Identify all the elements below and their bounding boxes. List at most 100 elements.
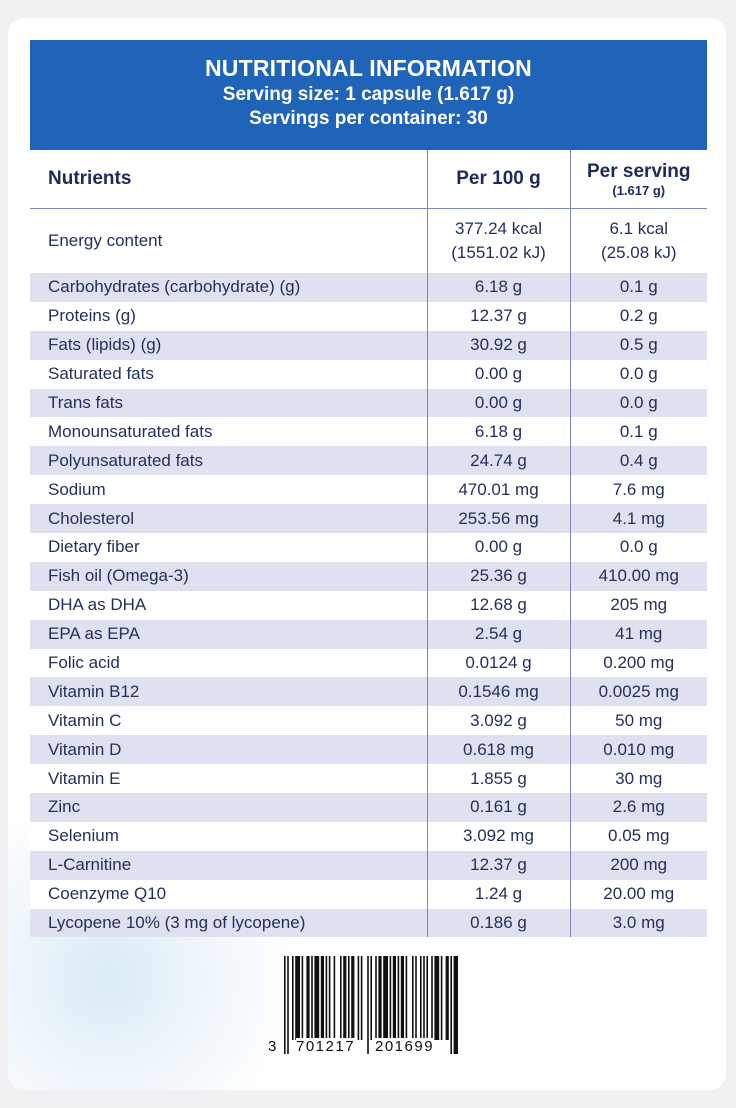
- nutrient-name: Trans fats: [30, 388, 427, 418]
- serving-value: 205 mg: [570, 590, 707, 620]
- nutrition-header: NUTRITIONAL INFORMATION Serving size: 1 …: [30, 40, 707, 150]
- per100-value: 2.54 g: [426, 619, 571, 649]
- nutrient-name: Monounsaturated fats: [30, 417, 427, 447]
- serving-value: 200 mg: [570, 850, 707, 880]
- per100-value: 3.092 mg: [426, 821, 571, 851]
- table-row: Vitamin D 0.618 mg 0.010 mg: [30, 735, 707, 765]
- table-row: L-Carnitine 12.37 g 200 mg: [30, 850, 707, 880]
- per100-value: 0.00 g: [426, 359, 571, 389]
- per100-value: 12.68 g: [426, 590, 571, 620]
- serving-value: 0.200 mg: [570, 648, 707, 678]
- per100-value: 12.37 g: [426, 850, 571, 880]
- nutrient-name: Vitamin D: [30, 735, 427, 765]
- table-row: Lycopene 10% (3 mg of lycopene) 0.186 g 3.…: [30, 908, 707, 938]
- serving-value: 0.5 g: [570, 330, 707, 360]
- nutrition-card: NUTRITIONAL INFORMATION Serving size: 1 …: [8, 18, 726, 1090]
- table-row: Proteins (g) 12.37 g 0.2 g: [30, 301, 707, 331]
- per100-value: 0.0124 g: [426, 648, 571, 678]
- per100-value: 6.18 g: [426, 417, 571, 447]
- nutrient-name: Energy content: [30, 208, 427, 273]
- serving-value: 0.0 g: [570, 359, 707, 389]
- serving-value: 0.0 g: [570, 388, 707, 418]
- barcode-bars: [284, 956, 458, 1054]
- nutrient-name: EPA as EPA: [30, 619, 427, 649]
- serving-value: 0.010 mg: [570, 735, 707, 765]
- serving-value: 0.4 g: [570, 446, 707, 476]
- per100-kj: (1551.02 kJ): [451, 243, 546, 262]
- serving-value: 2.6 mg: [570, 793, 707, 822]
- per100-value: 3.092 g: [426, 706, 571, 736]
- nutrient-name: Fish oil (Omega-3): [30, 561, 427, 591]
- table-row: Monounsaturated fats 6.18 g 0.1 g: [30, 417, 707, 447]
- table-row: Fats (lipids) (g) 30.92 g 0.5 g: [30, 330, 707, 360]
- nutrient-name: Vitamin E: [30, 764, 427, 794]
- nutrient-name: Vitamin C: [30, 706, 427, 736]
- nutrient-name: Folic acid: [30, 648, 427, 678]
- nutrient-name: Carbohydrates (carbohydrate) (g): [30, 273, 427, 302]
- serving-value: 4.1 mg: [570, 504, 707, 534]
- serving-value: 0.0025 mg: [570, 677, 707, 707]
- nutrient-name: Fats (lipids) (g): [30, 330, 427, 360]
- table-row: Vitamin C 3.092 g 50 mg: [30, 706, 707, 736]
- table-row: Fish oil (Omega-3) 25.36 g 410.00 mg: [30, 561, 707, 591]
- table-row: Dietary fiber 0.00 g 0.0 g: [30, 533, 707, 562]
- table-header-row: Nutrients Per 100 g Per serving (1.617 g…: [30, 150, 707, 209]
- per100-value: 0.161 g: [426, 793, 571, 822]
- per100-value: 470.01 mg: [426, 475, 571, 505]
- nutrient-name: Proteins (g): [30, 301, 427, 331]
- per100-value: 24.74 g: [426, 446, 571, 476]
- col-header-perserving-label: Per serving: [587, 160, 691, 182]
- table-row: EPA as EPA 2.54 g 41 mg: [30, 619, 707, 649]
- table-row-energy: Energy content 377.24 kcal (1551.02 kJ) …: [30, 208, 707, 273]
- per100-value: 25.36 g: [426, 561, 571, 591]
- table-row: Polyunsaturated fats 24.74 g 0.4 g: [30, 446, 707, 476]
- table-row: Cholesterol 253.56 mg 4.1 mg: [30, 504, 707, 534]
- table-row: Zinc 0.161 g 2.6 mg: [30, 793, 707, 822]
- per100-value: 1.855 g: [426, 764, 571, 794]
- table-row: Carbohydrates (carbohydrate) (g) 6.18 g 0.…: [30, 273, 707, 302]
- nutrient-name: DHA as DHA: [30, 590, 427, 620]
- serving-value: 20.00 mg: [570, 879, 707, 909]
- table-row: DHA as DHA 12.68 g 205 mg: [30, 590, 707, 620]
- nutrient-name: Saturated fats: [30, 359, 427, 389]
- per100-value: 0.618 mg: [426, 735, 571, 765]
- col-header-nutrients: Nutrients: [30, 150, 427, 209]
- serving-value: 0.0 g: [570, 533, 707, 562]
- serving-kj: (25.08 kJ): [600, 243, 677, 262]
- table-row: Folic acid 0.0124 g 0.200 mg: [30, 648, 707, 678]
- nutrient-name: Polyunsaturated fats: [30, 446, 427, 476]
- serving-value: 50 mg: [570, 706, 707, 736]
- per100-value: 0.00 g: [426, 388, 571, 418]
- table-row: Trans fats 0.00 g 0.0 g: [30, 388, 707, 418]
- table-row: Vitamin B12 0.1546 mg 0.0025 mg: [30, 677, 707, 707]
- nutrient-name: Dietary fiber: [30, 533, 427, 562]
- per100-value: 1.24 g: [426, 879, 571, 909]
- per100-value: 0.186 g: [426, 908, 571, 938]
- per100-kcal: 377.24 kcal: [455, 219, 542, 238]
- serving-value: 0.2 g: [570, 301, 707, 331]
- nutrient-name: Lycopene 10% (3 mg of lycopene): [30, 908, 427, 938]
- serving-value: 6.1 kcal (25.08 kJ): [570, 208, 707, 273]
- servings-per-container: Servings per container: 30: [249, 108, 488, 129]
- nutrient-name: Coenzyme Q10: [30, 879, 427, 909]
- table-row: Vitamin E 1.855 g 30 mg: [30, 764, 707, 794]
- table-row: Sodium 470.01 mg 7.6 mg: [30, 475, 707, 505]
- serving-value: 3.0 mg: [570, 908, 707, 938]
- per100-value: 12.37 g: [426, 301, 571, 331]
- header-title: NUTRITIONAL INFORMATION: [205, 55, 532, 81]
- nutrition-table: Nutrients Per 100 g Per serving (1.617 g…: [30, 150, 707, 938]
- table-row: Coenzyme Q10 1.24 g 20.00 mg: [30, 879, 707, 909]
- per100-value: 0.00 g: [426, 533, 571, 562]
- serving-value: 0.05 mg: [570, 821, 707, 851]
- per100-value: 6.18 g: [426, 273, 571, 302]
- nutrient-name: Sodium: [30, 475, 427, 505]
- serving-kcal: 6.1 kcal: [609, 219, 669, 238]
- per100-value: 30.92 g: [426, 330, 571, 360]
- nutrient-name: Cholesterol: [30, 504, 427, 534]
- barcode-right-group: 201699: [375, 1038, 435, 1055]
- nutrient-name: Zinc: [30, 793, 427, 822]
- nutrient-name: L-Carnitine: [30, 850, 427, 880]
- col-header-perserving: Per serving (1.617 g): [570, 150, 707, 209]
- serving-size: Serving size: 1 capsule (1.617 g): [222, 84, 515, 105]
- table-row: Selenium 3.092 mg 0.05 mg: [30, 821, 707, 851]
